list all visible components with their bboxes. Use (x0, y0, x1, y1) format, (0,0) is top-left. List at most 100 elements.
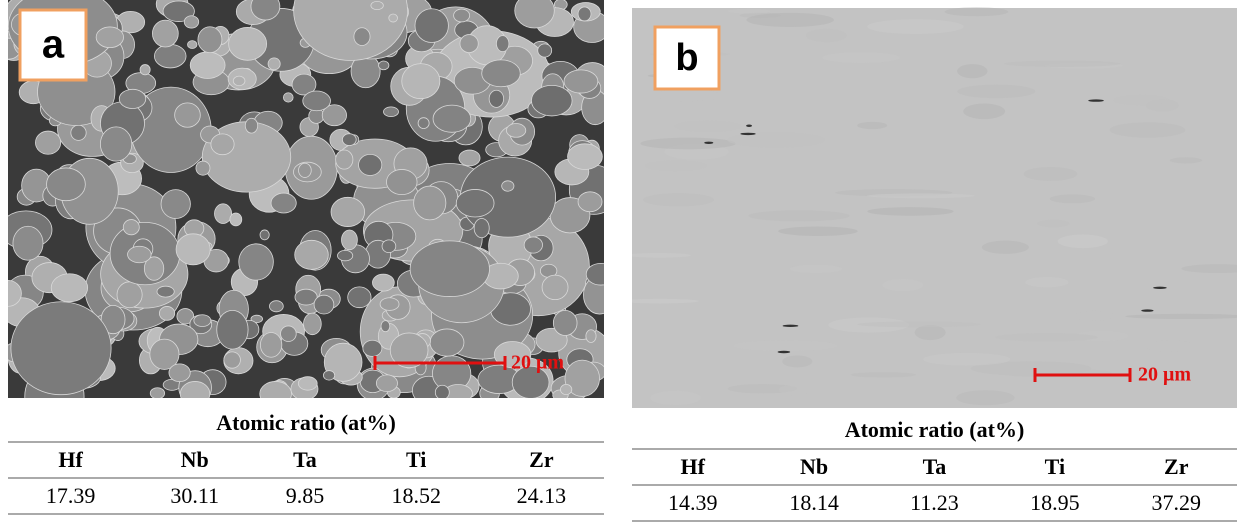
texture-streak (956, 390, 1014, 405)
texture-streak (746, 13, 833, 27)
particle (482, 60, 521, 87)
header-cell: Ta (256, 442, 353, 478)
header-cell: Ti (994, 449, 1115, 485)
texture-streak (1113, 95, 1168, 105)
particle (578, 192, 602, 212)
scale-label: 20 μm (511, 352, 564, 374)
particle (117, 282, 142, 308)
particle (496, 36, 509, 52)
texture-streak (1004, 61, 1120, 67)
particle (331, 197, 365, 226)
texture-streak (645, 160, 708, 171)
particle (190, 52, 225, 79)
value-cell: 18.52 (354, 478, 479, 514)
particle (560, 384, 571, 394)
particle (176, 234, 210, 265)
particle (354, 28, 370, 46)
particle (298, 377, 317, 390)
pore (1153, 287, 1167, 289)
particle (269, 301, 283, 312)
pore (778, 351, 791, 353)
texture-streak (1145, 340, 1195, 352)
particle (194, 315, 211, 327)
particle (184, 16, 198, 28)
particle (169, 364, 190, 382)
texture-streak (923, 353, 1010, 366)
particle (348, 287, 371, 308)
value-cell: 18.14 (753, 485, 874, 521)
particle (430, 329, 464, 356)
pore (1088, 99, 1104, 101)
particle (159, 306, 174, 320)
particle (564, 70, 598, 93)
texture-streak (1170, 157, 1202, 163)
particle (35, 131, 60, 154)
particle (295, 240, 329, 269)
pore (704, 142, 713, 144)
particle (531, 85, 572, 116)
particle (418, 118, 429, 129)
particle (433, 105, 471, 132)
particle (342, 134, 356, 146)
header-cell: Zr (479, 442, 604, 478)
particle (542, 275, 568, 300)
particle (323, 371, 334, 381)
texture-streak (790, 265, 842, 273)
particle (100, 127, 131, 161)
particle (71, 125, 86, 140)
particle (414, 186, 446, 220)
texture-streak (915, 325, 946, 340)
particle (150, 388, 164, 398)
sem-image: b 20 μm (632, 0, 1237, 408)
particle (196, 161, 210, 175)
texture-streak (882, 279, 923, 291)
texture-streak (957, 64, 987, 78)
value-cell: 24.13 (479, 478, 604, 514)
particle (161, 190, 190, 219)
pore (740, 133, 755, 135)
header-cell: Nb (133, 442, 256, 478)
particle (303, 91, 331, 111)
particle (299, 163, 312, 177)
texture-streak (779, 385, 810, 396)
particle (506, 124, 525, 138)
particle (336, 150, 353, 169)
composition-table: Atomic ratio (at%) Hf Nb Ta Ti Zr 17.39 … (8, 405, 604, 515)
texture-streak (643, 193, 714, 206)
particle (152, 20, 178, 47)
value-cell: 17.39 (8, 478, 133, 514)
header-cell: Nb (753, 449, 874, 485)
particle (217, 310, 248, 349)
texture-streak (867, 193, 975, 198)
particle (96, 27, 123, 48)
sem-image: a 20 μm (8, 0, 604, 398)
texture-streak (778, 227, 857, 236)
texture-streak (1110, 122, 1186, 137)
particle (230, 213, 242, 226)
texture-streak (945, 7, 1009, 16)
particle (524, 237, 542, 253)
texture-streak (1050, 194, 1095, 203)
particle (568, 144, 603, 170)
particle (363, 340, 382, 356)
texture-streak (957, 85, 1035, 99)
particle (460, 35, 478, 53)
particle (314, 295, 334, 314)
particle (198, 27, 222, 53)
particle (454, 9, 470, 22)
particle (435, 385, 449, 398)
header-cell: Ta (875, 449, 994, 485)
particle (295, 289, 317, 305)
particles (8, 0, 604, 398)
particle (175, 103, 201, 127)
particle (342, 230, 358, 250)
texture-streak (1037, 220, 1070, 227)
table-title: Atomic ratio (at%) (8, 405, 604, 442)
texture-streak (654, 89, 722, 101)
panel-a: a 20 μm Atomic ratio (at%) Hf Nb Ta Ti Z… (8, 0, 604, 403)
particle (415, 9, 448, 43)
particle (128, 246, 152, 263)
particle (304, 313, 322, 335)
header-cell: Zr (1116, 449, 1237, 485)
particle (260, 332, 281, 357)
